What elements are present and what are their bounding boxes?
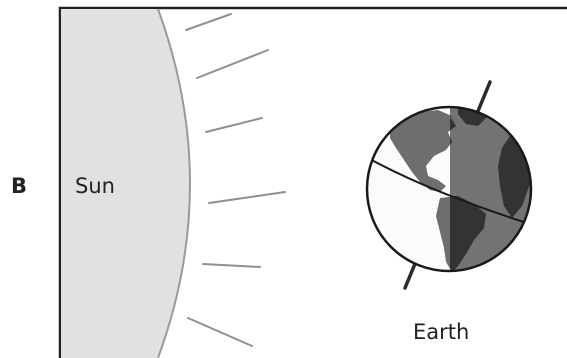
sun-rays — [185, 13, 286, 347]
sun-edge — [157, 8, 191, 358]
night-side — [450, 107, 531, 271]
earth-outline — [365, 105, 533, 273]
sun-ray — [208, 191, 286, 204]
earth-globe — [365, 105, 533, 273]
earth-label: Earth — [413, 320, 469, 344]
north-america-landmass — [390, 110, 456, 192]
sun-ray — [187, 317, 253, 347]
sun-ray — [205, 117, 263, 133]
sun-ray — [202, 263, 261, 268]
diagram-frame — [58, 6, 567, 358]
sun-ray — [185, 13, 232, 31]
sun-ray — [196, 49, 269, 79]
sun-body — [61, 9, 190, 358]
panel-label: B — [11, 174, 27, 198]
equator-line — [367, 157, 531, 225]
sun-label: Sun — [75, 174, 115, 198]
